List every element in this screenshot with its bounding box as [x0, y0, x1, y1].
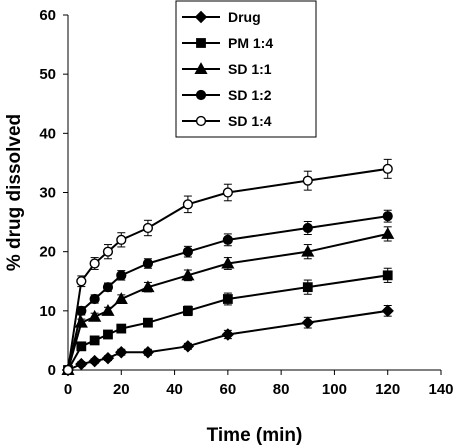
data-point	[382, 163, 393, 174]
legend-marker	[196, 38, 206, 48]
data-point	[382, 270, 393, 281]
legend: Drug PM 1:4 SD 1:1 SD 1:2 SD 1:4	[175, 0, 317, 138]
data-point	[115, 346, 128, 359]
x-tick-label: 120	[375, 381, 400, 398]
x-tick-label: 20	[113, 381, 130, 398]
legend-entry: SD 1:4	[182, 113, 272, 129]
y-tick-label: 40	[39, 125, 56, 142]
data-point	[222, 234, 233, 245]
series-line	[67, 215, 388, 371]
axes: 0 20 40 60 80 100 120 140 0 10 20 30 40 50 60	[39, 7, 453, 398]
data-point	[114, 292, 128, 305]
data-point	[102, 246, 114, 257]
series-sd-1-4	[62, 158, 393, 376]
data-point	[302, 222, 313, 234]
legend-entry: SD 1:1	[182, 61, 272, 77]
data-point	[116, 323, 127, 334]
legend-label: SD 1:4	[228, 113, 272, 129]
data-point	[88, 309, 102, 322]
data-point	[103, 329, 113, 340]
data-point	[89, 335, 100, 346]
data-point	[182, 305, 193, 316]
data-point	[76, 276, 87, 287]
data-point	[182, 199, 193, 210]
legend-label: PM 1:4	[228, 35, 273, 51]
y-axis-title: % drug dissolved	[4, 114, 25, 271]
x-tick-label: 140	[428, 381, 453, 398]
legend-label: SD 1:2	[228, 87, 272, 103]
data-point	[101, 303, 115, 316]
y-tick-label: 20	[39, 244, 56, 261]
series-line	[67, 232, 388, 371]
series-sd-1-2	[62, 209, 393, 376]
legend-marker	[194, 62, 208, 75]
y-tick-label: 50	[39, 66, 56, 83]
data-point	[381, 227, 395, 239]
y-tick-label: 0	[48, 362, 56, 379]
data-point	[116, 270, 127, 281]
data-point	[142, 258, 154, 269]
legend-entry: SD 1:2	[182, 87, 272, 103]
x-axis-title: Time (min)	[207, 425, 303, 446]
data-point	[221, 256, 235, 269]
data-point	[142, 222, 154, 234]
data-point	[76, 341, 87, 352]
y-tick-label: 30	[39, 185, 56, 202]
x-tick-label: 0	[64, 381, 72, 398]
x-tick-label: 60	[220, 381, 237, 398]
series-line	[67, 167, 388, 371]
data-point	[301, 316, 314, 329]
data-point	[88, 354, 101, 368]
data-point	[143, 317, 153, 328]
data-point	[89, 293, 100, 305]
series-line	[67, 274, 388, 371]
data-point	[101, 351, 115, 365]
x-tick-label: 40	[166, 381, 183, 398]
data-point	[302, 282, 313, 293]
data-point	[222, 294, 233, 304]
data-point	[302, 175, 313, 186]
x-tick-label: 100	[322, 381, 347, 398]
y-tick-label: 10	[39, 303, 56, 320]
data-point	[102, 282, 114, 293]
data-point	[182, 246, 193, 257]
data-point	[89, 258, 100, 269]
legend-entry: PM 1:4	[182, 35, 273, 51]
x-tick-label: 80	[273, 381, 290, 398]
data-point	[301, 244, 315, 257]
legend-marker	[195, 115, 207, 127]
data-point	[222, 187, 233, 198]
data-point	[381, 304, 394, 318]
legend-label: Drug	[228, 9, 261, 25]
series-layer	[61, 158, 395, 377]
y-tick-label: 60	[39, 7, 56, 24]
data-point	[62, 364, 74, 376]
data-point	[75, 357, 88, 371]
data-point	[116, 234, 127, 245]
data-point	[141, 280, 155, 293]
series-line	[67, 309, 388, 371]
legend-label: SD 1:1	[228, 61, 272, 77]
data-point	[382, 211, 393, 222]
legend-marker	[195, 89, 207, 101]
legend-marker	[194, 10, 208, 24]
data-point	[181, 268, 195, 281]
data-point	[141, 346, 155, 359]
legend-entry: Drug	[182, 9, 261, 25]
data-point	[221, 328, 235, 341]
series-drug	[61, 304, 394, 377]
data-point	[181, 340, 195, 353]
